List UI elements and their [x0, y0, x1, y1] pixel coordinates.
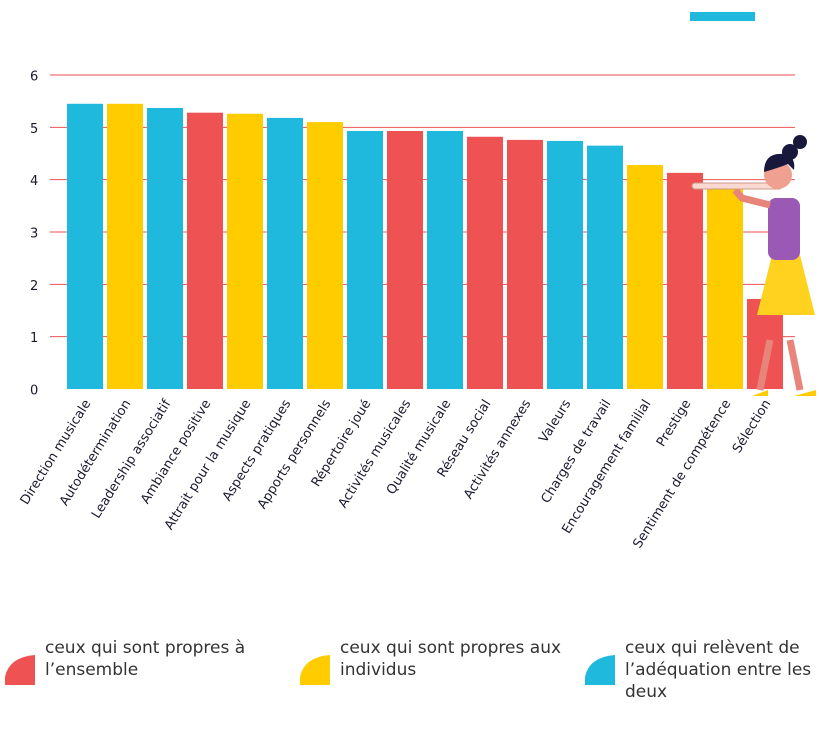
- legend-item: ceux qui relèvent de l’adéquation entre …: [585, 637, 819, 703]
- bar: [187, 113, 223, 389]
- page: {"chart_data": {"type": "bar", "categori…: [0, 0, 819, 733]
- legend-swatch-shape: [5, 655, 35, 685]
- legend-item: ceux qui sont propres aux individus: [300, 637, 570, 685]
- bar: [267, 118, 303, 389]
- x-tick-label: Prestige: [654, 397, 694, 449]
- bar: [427, 131, 463, 389]
- bar: [667, 173, 703, 389]
- bar: [507, 140, 543, 389]
- bar: [387, 131, 423, 389]
- y-tick-label: 2: [30, 279, 38, 294]
- bars: Direction musicaleAutodéterminationLeade…: [18, 104, 783, 551]
- bar: [467, 137, 503, 389]
- bar: [707, 186, 743, 389]
- x-tick-label: Ambiance positive: [138, 397, 214, 507]
- x-tick-label: Valeurs: [536, 397, 574, 446]
- x-tick-label: Direction musicale: [18, 397, 95, 507]
- legend-label: ceux qui sont propres aux individus: [340, 637, 570, 681]
- x-tick-label: Activités musicales: [336, 397, 415, 511]
- legend-swatch: [300, 655, 334, 685]
- bar: [307, 122, 343, 389]
- chart: 0 1 2 3 4 5 6 Direction musicaleAutodéterminat…: [0, 0, 819, 630]
- y-tick-label: 4: [30, 174, 38, 189]
- bar: [347, 131, 383, 389]
- y-tick-label: 5: [30, 122, 38, 137]
- bar: [587, 146, 623, 389]
- legend-item: ceux qui sont propres à l’ensemble: [5, 637, 280, 685]
- decoration: [690, 12, 755, 21]
- bar: [227, 114, 263, 389]
- legend-swatch-shape: [300, 655, 330, 685]
- legend-swatch: [5, 655, 39, 685]
- x-tick-label: Charges de travail: [538, 397, 614, 506]
- y-tick-label: 3: [30, 227, 38, 242]
- legend-label: ceux qui sont propres à l’ensemble: [45, 637, 280, 681]
- bar: [107, 104, 143, 389]
- x-tick-label: Leadership associatif: [89, 397, 175, 522]
- bar: [627, 165, 663, 389]
- bar: [147, 108, 183, 389]
- y-tick-label: 6: [30, 70, 38, 85]
- x-tick-label: Apports personnels: [255, 397, 335, 512]
- bar: [547, 141, 583, 389]
- y-tick-label: 0: [30, 384, 38, 399]
- legend-swatch-shape: [585, 655, 615, 685]
- x-tick-label: Sélection: [730, 397, 774, 456]
- x-tick-label: Autodétermination: [57, 397, 134, 508]
- legend-label: ceux qui relèvent de l’adéquation entre …: [625, 637, 819, 703]
- legend-swatch: [585, 655, 619, 685]
- y-tick-label: 1: [30, 331, 38, 346]
- bar: [67, 104, 103, 389]
